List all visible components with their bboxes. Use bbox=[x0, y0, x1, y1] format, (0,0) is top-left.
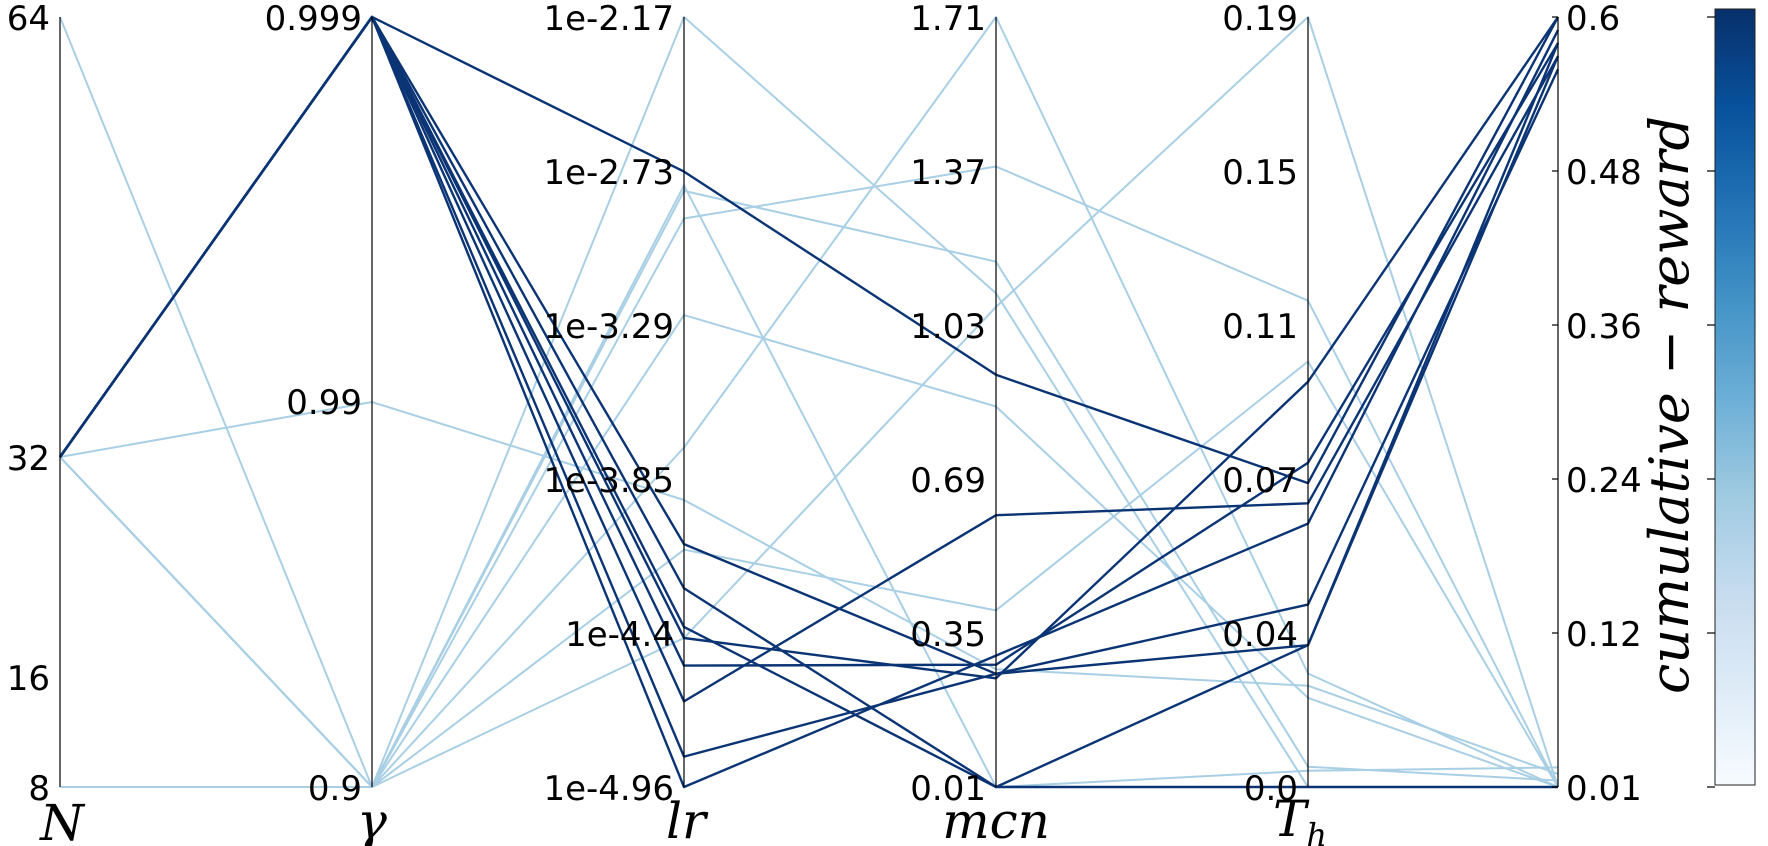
axis-n-tick: 16 bbox=[7, 659, 50, 699]
colorbar: cumulative − reward bbox=[1638, 8, 1756, 788]
axis-gamma-tick: 0.9 bbox=[308, 769, 362, 809]
axis-mcn-tick: 1.37 bbox=[910, 153, 986, 193]
series-line bbox=[59, 15, 1560, 485]
series-line bbox=[59, 401, 1559, 775]
axis-reward-tick: 0.6 bbox=[1566, 0, 1620, 39]
axis-th: 0.19 0.15 0.11 0.07 0.04 0.0 Th bbox=[1222, 0, 1327, 846]
axis-lr: 1e-2.17 1e-2.73 1e-3.29 1e-3.85 1e-4.4 1… bbox=[543, 0, 709, 846]
axis-reward-tick: 0.48 bbox=[1566, 153, 1642, 193]
series-line bbox=[59, 16, 1559, 788]
series-line bbox=[59, 15, 1560, 703]
axis-mcn-tick: 0.01 bbox=[910, 769, 986, 809]
axis-lr-tick: 1e-3.85 bbox=[543, 461, 674, 501]
axis-gamma-label: γ bbox=[357, 792, 387, 846]
axis-gamma: 0.999 0.99 0.9 γ bbox=[265, 0, 387, 846]
axis-reward-tick: 0.36 bbox=[1566, 307, 1642, 347]
axis-th-tick: 0.04 bbox=[1222, 615, 1298, 655]
series-line bbox=[59, 15, 1560, 789]
colorbar-gradient bbox=[1714, 8, 1756, 786]
axis-th-tick: 0.0 bbox=[1244, 769, 1298, 809]
series-line bbox=[59, 184, 1559, 788]
axis-th-tick: 0.19 bbox=[1222, 0, 1298, 39]
axis-mcn-tick: 0.35 bbox=[910, 615, 986, 655]
axis-n-tick: 64 bbox=[7, 0, 50, 39]
axis-lr-tick: 1e-4.4 bbox=[565, 615, 674, 655]
axis-lr-tick: 1e-2.73 bbox=[543, 153, 674, 193]
axis-mcn-tick: 1.03 bbox=[910, 307, 986, 347]
axis-lr-label: lr bbox=[666, 792, 709, 846]
axis-n: 64 32 16 8 N bbox=[7, 0, 86, 846]
series-line bbox=[59, 15, 1559, 680]
axis-reward-tick: 0.12 bbox=[1566, 615, 1642, 655]
axis-lr-tick: 1e-2.17 bbox=[543, 0, 674, 39]
axis-lr-tick: 1e-3.29 bbox=[543, 307, 674, 347]
axis-n-tick: 32 bbox=[7, 439, 50, 479]
series-line bbox=[59, 189, 1559, 788]
axis-mcn: 1.71 1.37 1.03 0.69 0.35 0.01 mcn bbox=[910, 0, 1050, 846]
axis-th-tick: 0.11 bbox=[1222, 307, 1298, 347]
axis-th-tick: 0.15 bbox=[1222, 153, 1298, 193]
axis-mcn-tick: 1.71 bbox=[910, 0, 986, 39]
axis-reward-tick: 0.24 bbox=[1566, 461, 1642, 501]
axis-n-tick: 8 bbox=[28, 769, 50, 809]
series-line bbox=[60, 16, 1559, 788]
axis-gamma-tick: 0.999 bbox=[265, 0, 362, 39]
axis-mcn-label: mcn bbox=[942, 792, 1050, 846]
data-lines bbox=[59, 15, 1560, 789]
axis-reward: 0.6 0.48 0.36 0.24 0.12 0.01 bbox=[1552, 0, 1642, 809]
axis-reward-tick: 0.01 bbox=[1566, 769, 1642, 809]
axis-lr-tick: 1e-4.96 bbox=[543, 769, 674, 809]
colorbar-title: cumulative − reward bbox=[1638, 116, 1701, 694]
axis-n-label: N bbox=[39, 794, 86, 846]
axis-gamma-tick: 0.99 bbox=[286, 383, 362, 423]
axis-th-label: Th bbox=[1273, 790, 1327, 846]
axes: 64 32 16 8 N 0.999 0.99 0.9 γ 1e-2.17 1e… bbox=[7, 0, 1642, 846]
series-line bbox=[59, 15, 1558, 789]
axis-mcn-tick: 0.69 bbox=[910, 461, 986, 501]
series-line bbox=[59, 16, 1558, 788]
axis-th-tick: 0.07 bbox=[1222, 461, 1298, 501]
series-line bbox=[60, 16, 1559, 788]
series-line bbox=[59, 15, 1560, 789]
